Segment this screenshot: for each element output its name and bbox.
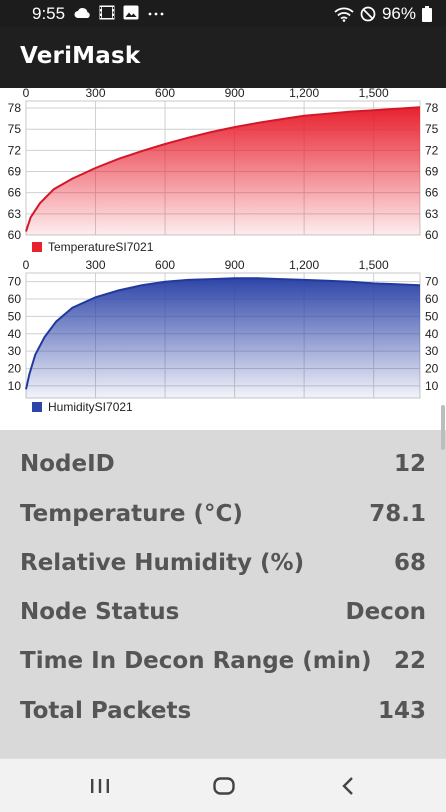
y-tick-label-left: 70: [8, 275, 22, 289]
battery-percent: 96%: [381, 4, 416, 23]
reading-value: 78.1: [369, 501, 426, 527]
humidity-legend-swatch: [32, 402, 42, 412]
back-icon: [342, 777, 353, 795]
temperature-legend-swatch: [32, 242, 42, 252]
film-icon: [99, 5, 115, 20]
x-tick-label: 1,200: [289, 88, 319, 100]
x-tick-label: 900: [225, 88, 245, 100]
image-icon: [123, 5, 139, 20]
y-tick-label-left: 30: [8, 344, 22, 358]
reading-row-total-packets: Total Packets 143: [20, 693, 426, 729]
y-tick-label-right: 75: [425, 122, 439, 136]
reading-label: Total Packets: [20, 698, 192, 724]
y-tick-label-right: 40: [425, 327, 439, 341]
cloud-icon: [74, 7, 90, 18]
reading-label: Temperature (°C): [20, 501, 243, 527]
y-tick-label-left: 72: [8, 143, 22, 157]
more-icon: [148, 12, 164, 15]
temperature-chart: 0 300 600 900 1,200 1,500 60 60 63 63 66 66 69 69 72 72…: [8, 88, 439, 254]
y-tick-label-left: 66: [8, 186, 22, 200]
x-tick-label: 600: [155, 260, 175, 272]
reading-row-temperature: Temperature (°C) 78.1: [20, 496, 426, 532]
recent-apps-icon: [91, 779, 109, 793]
y-tick-label-right: 50: [425, 309, 439, 323]
temperature-area: [26, 107, 420, 235]
navigation-bar: [0, 758, 446, 812]
x-tick-label: 300: [86, 260, 106, 272]
reading-label: Time In Decon Range (min): [20, 648, 372, 674]
status-time: 9:55: [32, 4, 66, 23]
y-tick-label-right: 30: [425, 344, 439, 358]
y-tick-label-left: 10: [8, 379, 22, 393]
reading-row-decon-time: Time In Decon Range (min) 22: [20, 643, 426, 679]
x-tick-label: 900: [225, 260, 245, 272]
y-tick-label-right: 70: [425, 275, 439, 289]
y-tick-label-left: 40: [8, 327, 22, 341]
temperature-legend-label: TemperatureSI7021: [48, 240, 154, 254]
reading-row-humidity: Relative Humidity (%) 68: [20, 545, 426, 581]
y-tick-label-left: 60: [8, 292, 22, 306]
y-tick-label-right: 10: [425, 379, 439, 393]
y-tick-label-left: 60: [8, 228, 22, 242]
reading-label: Relative Humidity (%): [20, 550, 305, 576]
readings-panel: NodeID 12 Temperature (°C) 78.1 Relative…: [0, 430, 446, 758]
x-tick-label: 300: [86, 88, 106, 100]
reading-row-node-status: Node Status Decon: [20, 594, 426, 630]
charts-area: 0 300 600 900 1,200 1,500 60 60 63 63 66 66 69 69 72 72…: [0, 88, 446, 430]
x-tick-label: 1,500: [359, 260, 389, 272]
app-title: VeriMask: [20, 43, 141, 69]
reading-value: 68: [393, 550, 426, 576]
x-tick-label: 0: [23, 260, 30, 272]
x-tick-label: 0: [23, 88, 30, 100]
x-tick-label: 600: [155, 88, 175, 100]
x-tick-label: 1,200: [289, 260, 319, 272]
reading-value: Decon: [345, 599, 427, 625]
humidity-chart: 0 300 600 900 1,200 1,500 10 10 20 20 30 30 40 40 50 50…: [8, 260, 439, 414]
y-tick-label-right: 60: [425, 228, 439, 242]
wifi-icon: [334, 7, 354, 22]
y-tick-label-left: 75: [8, 122, 22, 136]
y-tick-label-right: 72: [425, 143, 439, 157]
back-button[interactable]: [328, 771, 368, 801]
humidity-legend-label: HumiditySI7021: [48, 400, 133, 414]
y-tick-label-right: 78: [425, 101, 439, 115]
y-tick-label-right: 60: [425, 292, 439, 306]
reading-row-node-id: NodeID 12: [20, 446, 426, 482]
system-icons: 96%: [334, 4, 432, 24]
battery-icon: [422, 6, 432, 22]
y-tick-label-left: 20: [8, 361, 22, 375]
app-bar: VeriMask: [0, 27, 446, 88]
y-tick-label-left: 78: [8, 101, 22, 115]
y-tick-label-left: 63: [8, 207, 22, 221]
humidity-line: [25, 277, 421, 390]
reading-value: 12: [393, 451, 426, 477]
x-tick-label: 1,500: [359, 88, 389, 100]
y-tick-label-right: 66: [425, 186, 439, 200]
temperature-line: [25, 106, 421, 232]
y-tick-label-left: 50: [8, 309, 22, 323]
recent-apps-button[interactable]: [80, 771, 120, 801]
notification-icons: [74, 5, 165, 20]
reading-label: NodeID: [20, 451, 115, 477]
status-bar: 9:55 96%: [0, 0, 446, 27]
y-tick-label-right: 69: [425, 165, 439, 179]
reading-label: Node Status: [20, 599, 180, 625]
y-tick-label-right: 63: [425, 207, 439, 221]
reading-value: 143: [377, 698, 426, 724]
home-icon: [213, 777, 235, 795]
scrollbar[interactable]: [441, 405, 445, 450]
y-tick-label-right: 20: [425, 361, 439, 375]
humidity-area: [26, 278, 420, 398]
y-tick-label-left: 69: [8, 165, 22, 179]
reading-value: 22: [393, 648, 426, 674]
home-button[interactable]: [204, 771, 244, 801]
do-not-disturb-icon: [360, 6, 376, 22]
